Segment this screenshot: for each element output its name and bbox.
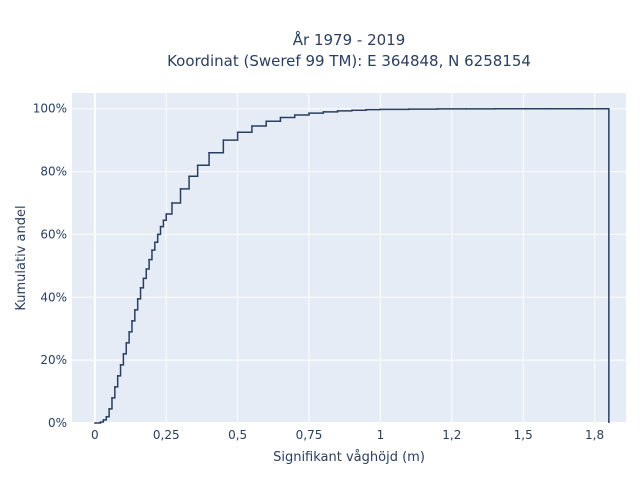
chart-title-line2: Koordinat (Sweref 99 TM): E 364848, N 62… — [167, 52, 531, 70]
ecdf-point — [293, 114, 296, 116]
ecdf-point — [236, 131, 239, 134]
ecdf-point — [122, 353, 125, 355]
ecdf-point — [156, 233, 159, 236]
ecdf-point — [105, 415, 108, 418]
ecdf-point — [108, 408, 110, 410]
plot-area — [72, 93, 626, 423]
ecdf-point — [165, 213, 168, 215]
x-tick-label: 1,2 — [442, 428, 461, 442]
ecdf-point — [116, 375, 119, 377]
ecdf-point — [131, 320, 133, 322]
ecdf-point — [128, 331, 130, 333]
ecdf-point — [602, 107, 604, 110]
y-tick-label: 0% — [48, 416, 67, 430]
ecdf-point — [148, 258, 150, 261]
ecdf-point — [408, 108, 410, 110]
ecdf-point — [196, 164, 199, 167]
ecdf-point — [322, 111, 325, 113]
ecdf-point — [308, 112, 310, 114]
ecdf-point — [279, 116, 282, 119]
ecdf-point — [134, 309, 136, 311]
ecdf-point — [125, 342, 128, 344]
y-tick-label: 20% — [40, 353, 67, 367]
ecdf-point — [336, 110, 339, 112]
ecdf-point — [151, 249, 153, 251]
ecdf-point — [119, 364, 122, 366]
x-tick-label: 1,5 — [514, 428, 533, 442]
ecdf-point — [522, 107, 524, 110]
ecdf-point — [179, 188, 182, 190]
ecdf-point — [222, 139, 225, 141]
x-tick-label: 1,8 — [585, 428, 604, 442]
x-tick-label: 0,25 — [153, 428, 180, 442]
ecdf-point — [550, 107, 553, 110]
ecdf-point — [136, 298, 139, 300]
x-tick-label: 0,75 — [296, 428, 323, 442]
y-tick-label: 60% — [40, 227, 67, 241]
ecdf-point — [436, 108, 439, 110]
y-axis-label: Kumulativ andel — [14, 205, 29, 310]
ecdf-point — [99, 421, 102, 423]
ecdf-point — [142, 277, 145, 280]
ecdf-point — [102, 419, 105, 421]
ecdf-series — [94, 107, 610, 424]
chart-title-line1: År 1979 - 2019 — [293, 30, 406, 49]
ecdf-point — [579, 107, 582, 110]
ecdf-point — [159, 225, 162, 228]
x-axis-label: Signifikant våghöjd (m) — [273, 450, 425, 465]
x-tick-label: 0,5 — [228, 428, 247, 442]
y-tick-label: 80% — [40, 165, 67, 179]
ecdf-point — [608, 107, 610, 110]
ecdf-point — [139, 287, 142, 289]
x-tick-label: 1 — [377, 428, 385, 442]
ecdf-point — [351, 109, 353, 112]
ecdf-point — [162, 219, 165, 222]
ecdf-point — [493, 107, 496, 110]
ecdf-step-line-0 — [94, 107, 610, 424]
ecdf-point — [265, 120, 267, 123]
ecdf-point — [94, 422, 96, 424]
x-tick-label: 0 — [91, 428, 99, 442]
y-tick-label: 40% — [40, 290, 67, 304]
y-axis-ticks: 0% 20% 40% 60% 80% 100% — [33, 102, 67, 430]
ecdf-point — [154, 241, 156, 244]
x-axis-ticks: 0 0,25 0,5 0,75 1 1,2 1,5 1,8 — [91, 428, 604, 442]
ecdf-point — [465, 108, 467, 110]
ecdf-point — [188, 175, 190, 178]
ecdf-point — [379, 108, 382, 111]
ecdf-point — [365, 108, 367, 111]
y-tick-label: 100% — [33, 102, 67, 116]
ecdf-point — [145, 268, 148, 270]
ecdf-point — [251, 125, 253, 127]
ecdf-point — [208, 151, 210, 154]
ecdf-point — [171, 202, 173, 204]
ecdf-point — [111, 397, 113, 399]
ecdf-point — [114, 386, 116, 388]
